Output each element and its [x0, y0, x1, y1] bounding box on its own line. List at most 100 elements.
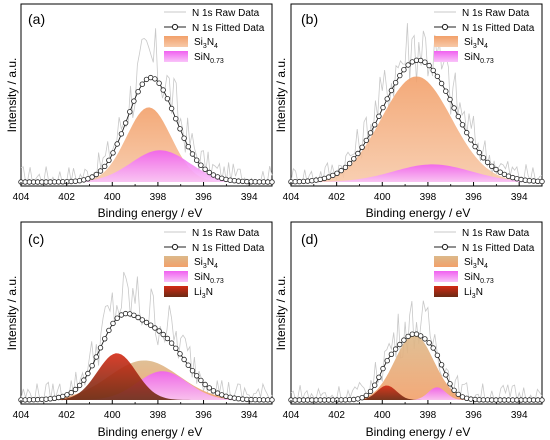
fit-marker	[447, 381, 453, 387]
legend-si3n4: Si3N4	[194, 37, 218, 50]
fitted-curve	[18, 310, 275, 403]
fit-marker	[110, 150, 116, 156]
fit-marker	[334, 170, 340, 176]
fit-marker	[227, 394, 233, 400]
x-ticks: 404 402 400 398 396 394	[13, 400, 258, 421]
legend-fit: N 1s Fitted Data	[192, 243, 265, 254]
fit-marker	[177, 351, 183, 357]
x-tick-label: 398	[420, 192, 437, 203]
legend-li3n: Li3N	[194, 287, 213, 300]
area-si3n4	[291, 76, 542, 182]
y-axis-label: Intensity / a.u.	[5, 58, 19, 133]
fit-marker	[422, 59, 428, 65]
raw-data-line	[290, 300, 543, 402]
fit-marker	[455, 113, 461, 120]
fit-marker	[135, 88, 141, 95]
legend: N 1s Raw Data N 1s Fitted Data Si3N4 SiN…	[434, 228, 535, 300]
legend-swatch-li3n	[164, 286, 188, 297]
fit-marker	[160, 87, 166, 93]
x-tick-label: 402	[58, 192, 75, 203]
fit-marker	[202, 166, 208, 172]
raw-trace	[290, 300, 543, 402]
fit-marker	[392, 346, 399, 352]
fit-marker	[152, 76, 158, 82]
component-areas	[291, 334, 542, 400]
fit-marker	[168, 340, 175, 346]
fit-marker	[173, 345, 179, 351]
fit-marker	[269, 397, 275, 403]
area-li3n	[21, 353, 272, 400]
fit-marker	[426, 62, 432, 69]
fit-marker	[451, 387, 457, 393]
fit-marker	[464, 395, 470, 401]
fit-marker	[68, 389, 74, 396]
legend-sin073: SiN0.73	[464, 272, 494, 285]
x-tick-label: 396	[465, 192, 482, 203]
fit-marker	[346, 160, 353, 167]
fit-marker	[223, 176, 229, 183]
x-tick-label: 394	[511, 410, 528, 421]
fit-marker	[359, 395, 365, 401]
fit-marker	[97, 168, 104, 174]
component-areas	[21, 107, 272, 182]
x-ticks: 404 402 400 398 396 394	[13, 182, 258, 203]
fit-marker	[355, 150, 361, 157]
fit-marker	[93, 171, 99, 178]
fit-marker	[189, 368, 196, 374]
fit-marker	[198, 162, 204, 168]
plot-frame	[290, 221, 543, 405]
fit-marker	[131, 98, 137, 104]
fit-marker	[269, 179, 275, 185]
panel-b: 404 402 400 398 396 394 (b) Intensity / a.u. …	[274, 3, 545, 220]
legend-swatch-si3n4	[164, 36, 188, 47]
area-sin073	[291, 164, 542, 182]
fit-marker	[455, 391, 461, 398]
fit-marker	[376, 374, 382, 380]
legend-fit: N 1s Fitted Data	[192, 23, 265, 34]
fit-marker	[193, 157, 200, 163]
fit-marker	[89, 363, 95, 369]
legend-raw: N 1s Raw Data	[462, 228, 530, 239]
y-axis-label: Intensity / a.u.	[274, 276, 288, 351]
fit-marker	[206, 169, 212, 176]
fit-marker	[422, 336, 428, 342]
fit-marker	[443, 88, 449, 94]
fit-marker	[380, 365, 386, 372]
x-tick-label: 400	[374, 192, 391, 203]
fit-marker	[397, 72, 403, 79]
x-tick-label: 394	[241, 410, 258, 421]
x-tick-label: 400	[104, 192, 121, 203]
fit-marker	[114, 315, 120, 321]
fit-marker	[177, 126, 183, 132]
legend-si3n4: Si3N4	[464, 257, 488, 270]
x-tick-label: 404	[13, 410, 30, 421]
legend: N 1s Raw Data N 1s Fitted Data Si3N4 SiN…	[164, 228, 265, 300]
fitted-curve	[288, 331, 545, 403]
y-axis-label: Intensity / a.u.	[274, 58, 288, 133]
fit-marker	[397, 341, 403, 348]
legend-swatch-sin073	[164, 51, 188, 62]
fit-marker	[202, 381, 208, 388]
fit-marker	[443, 372, 449, 378]
legend-swatch-si3n4	[164, 256, 188, 267]
fit-marker	[81, 377, 87, 383]
x-axis-label: Binding energy / eV	[98, 425, 203, 439]
plot-frame	[20, 3, 273, 187]
fit-marker	[122, 120, 129, 126]
area-si3n4	[291, 334, 542, 400]
x-tick-label: 394	[511, 192, 528, 203]
x-tick-label: 396	[465, 410, 482, 421]
legend-swatch-si3n4	[434, 36, 458, 47]
fit-marker	[193, 373, 200, 379]
fit-marker	[480, 155, 487, 161]
fit-marker	[401, 66, 407, 73]
fit-marker	[430, 67, 436, 74]
fit-marker	[447, 96, 453, 103]
fit-marker	[372, 382, 378, 388]
fit-marker	[127, 109, 133, 115]
fit-marker	[168, 105, 175, 112]
fit-marker	[388, 87, 395, 94]
x-tick-label: 402	[328, 192, 345, 203]
fit-marker	[147, 322, 154, 328]
x-tick-label: 398	[150, 410, 167, 421]
